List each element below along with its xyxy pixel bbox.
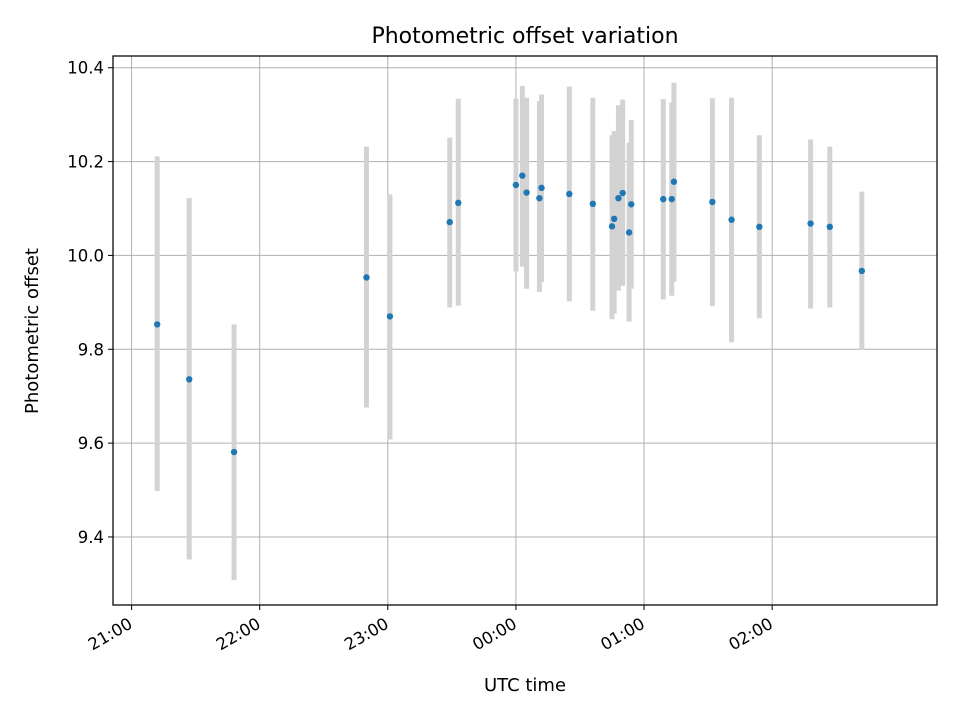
y-tick-label: 10.0 — [67, 246, 104, 265]
data-point — [512, 181, 520, 189]
data-point — [670, 178, 678, 185]
data-point — [728, 216, 735, 223]
data-point — [807, 220, 814, 227]
data-point — [589, 200, 596, 208]
data-points — [154, 172, 866, 456]
data-point — [523, 189, 530, 196]
axes-frame — [112, 55, 938, 606]
data-point — [386, 313, 394, 320]
data-point — [608, 223, 616, 230]
data-point — [660, 195, 667, 203]
y-tick-label: 9.4 — [78, 528, 104, 547]
data-point — [756, 223, 763, 230]
data-point — [154, 321, 161, 328]
data-point — [615, 194, 622, 202]
data-point — [709, 198, 716, 206]
y-tick-label: 9.6 — [78, 434, 104, 453]
data-point — [668, 195, 675, 203]
data-point — [610, 215, 618, 223]
data-point — [619, 189, 626, 197]
data-point — [230, 448, 238, 456]
data-point — [446, 218, 453, 226]
data-point — [536, 194, 543, 202]
y-tick-label: 9.8 — [78, 340, 104, 359]
y-axis-ticks: 9.4 9.6 9.8 10.0 10.2 10.4 — [67, 59, 113, 547]
data-point — [519, 172, 526, 179]
data-point — [455, 199, 462, 207]
data-point — [858, 267, 866, 275]
data-point — [566, 190, 573, 198]
data-point — [538, 184, 545, 192]
data-point — [186, 376, 193, 383]
y-tick-label: 10.2 — [67, 153, 104, 172]
x-axis-label: UTC time — [484, 675, 566, 696]
data-point — [826, 223, 834, 230]
data-point — [363, 274, 370, 281]
chart-title: Photometric offset variation — [371, 24, 678, 49]
y-axis-label: Photometric offset — [22, 248, 43, 414]
data-point — [628, 201, 635, 208]
y-tick-label: 10.4 — [67, 59, 104, 78]
data-point — [625, 229, 633, 236]
